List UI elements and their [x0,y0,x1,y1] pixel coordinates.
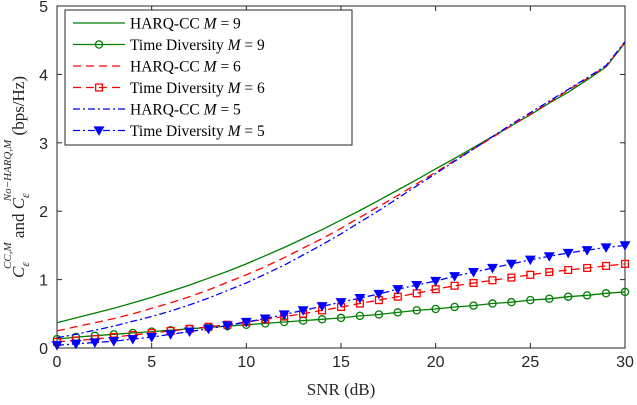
data-point [545,294,554,304]
series-layer [51,41,631,351]
data-point [259,314,271,324]
data-point [468,267,479,278]
x-tick-label: 30 [616,354,634,371]
series-4 [56,41,626,339]
data-point [240,317,252,328]
legend-item: Time Diversity M = 5 [73,123,265,140]
y-tick-label: 2 [39,204,48,221]
data-point [336,313,346,323]
data-point [393,308,403,317]
data-point [526,270,535,279]
data-point [469,301,478,310]
legend-label: Time Diversity M = 9 [130,37,265,54]
data-point [374,310,384,319]
legend-item: HARQ-CC M = 6 [73,59,241,76]
series-line [56,291,626,340]
data-point [317,315,327,324]
data-point [507,297,516,307]
series-1 [52,287,630,344]
y-tick-label: 3 [39,136,48,153]
data-point [507,273,516,282]
data-point [146,332,158,343]
x-axis-label: SNR (dB) [307,380,375,399]
data-point [524,255,536,266]
legend-label: HARQ-CC M = 6 [130,59,241,76]
data-point [562,248,574,259]
x-tick-label: 15 [332,354,350,371]
series-line [56,41,626,339]
data-point [620,259,630,268]
data-point [165,330,177,340]
legend-label: Time Diversity M = 6 [130,80,265,97]
legend-item: Time Diversity M = 6 [73,80,265,97]
legend-box [64,9,353,146]
data-point [600,243,612,253]
y-tick-label: 1 [39,273,48,290]
data-point [316,302,328,312]
data-point [543,252,555,262]
data-point [602,261,611,270]
legend-label: HARQ-CC M = 9 [130,16,241,33]
data-point [297,306,309,316]
data-point [203,324,214,335]
data-point [412,306,421,315]
data-point [221,321,233,331]
legend-item: Time Diversity M = 9 [73,37,265,54]
data-point [450,281,459,290]
series-line [56,41,626,332]
data-point [487,263,498,274]
data-point [430,276,442,287]
legend-marker [93,126,105,136]
legend-marker [94,40,104,49]
y-axis-label: CεCC,M and CεNo−HARQ,M (bps/Hz) [2,76,32,278]
data-point [184,327,195,337]
data-point [411,280,423,291]
data-point [488,299,497,308]
data-point [70,339,82,350]
data-point [355,311,365,321]
x-tick-label: 10 [237,354,255,371]
data-point [583,263,592,273]
data-point [620,287,630,297]
data-point [392,285,404,295]
data-point [469,278,478,288]
data-point [619,241,631,251]
x-tick-label: 20 [427,354,445,371]
data-point [581,246,593,256]
series-5 [51,241,631,351]
data-point [108,337,120,347]
data-point [488,276,497,285]
legend-item: HARQ-CC M = 5 [73,102,241,119]
x-tick-label: 25 [521,354,539,371]
data-point [505,259,517,270]
legend-label: HARQ-CC M = 5 [130,102,241,119]
legend-marker [94,83,104,92]
data-point [127,335,139,345]
x-tick-label: 5 [147,354,156,371]
y-tick-label: 5 [39,0,48,16]
data-point [582,291,592,300]
y-tick-label: 4 [39,67,48,84]
data-point [601,289,611,298]
data-point [89,338,101,348]
data-point [278,310,290,320]
x-tick-label: 0 [53,354,62,371]
ticks-layer: 0 5 10 15 20 25 30 0 1 2 3 4 5 [39,0,634,371]
data-point [431,304,440,314]
legend-label: Time Diversity M = 5 [130,123,265,140]
data-point [526,295,535,305]
data-point [354,293,366,304]
data-point [373,289,385,300]
data-point [563,292,573,301]
data-point [564,265,573,275]
data-point [449,272,461,282]
series-2 [56,41,626,332]
data-point [335,298,347,308]
y-tick-label: 0 [39,341,48,358]
data-point [545,268,554,277]
legend-item: HARQ-CC M = 9 [73,16,241,33]
legend: HARQ-CC M = 9 Time Diversity M = 9 HARQ-CC… [64,9,353,146]
data-point [450,302,459,312]
